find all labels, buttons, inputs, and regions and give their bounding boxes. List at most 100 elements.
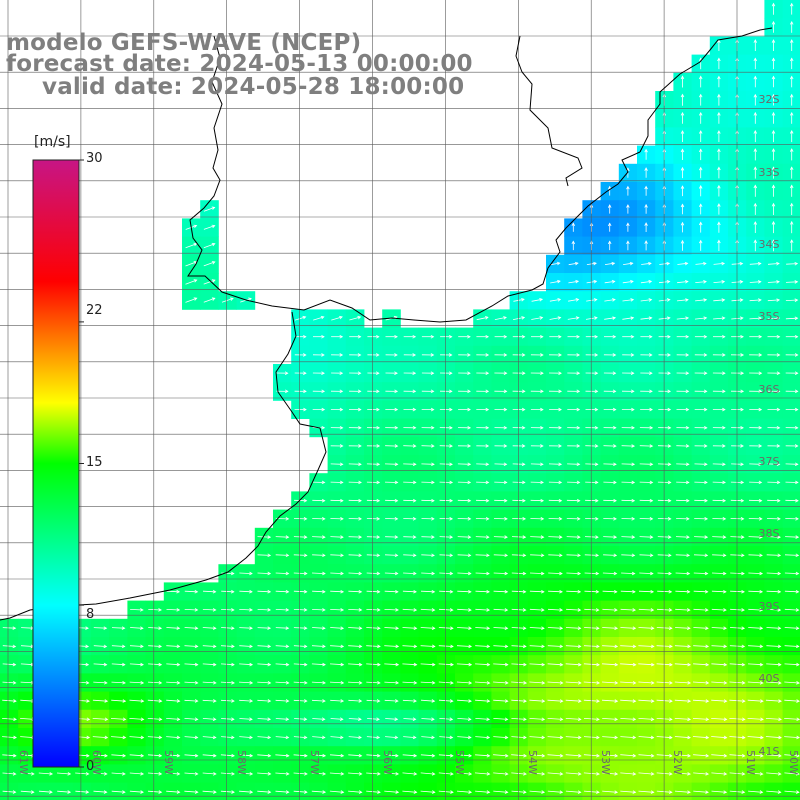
wind-arrow (622, 353, 635, 357)
wind-arrow (493, 717, 509, 721)
wind-arrow (384, 790, 400, 794)
wind-arrow (402, 699, 417, 703)
wind-arrow (766, 772, 782, 776)
wind-arrow (203, 297, 216, 303)
wind-arrow (294, 498, 308, 503)
wind-arrow (548, 571, 563, 576)
latitude-label: 33S (759, 166, 780, 179)
wind-arrow (166, 589, 181, 594)
wind-arrow (712, 517, 727, 521)
wind-arrow (2, 735, 17, 740)
wind-arrow (698, 111, 703, 124)
wind-arrow (366, 425, 381, 430)
wind-arrow (420, 589, 436, 594)
wind-cell (91, 782, 110, 800)
wind-arrow (403, 389, 417, 394)
wind-arrow (693, 626, 709, 630)
wind-cell (527, 782, 547, 800)
wind-arrow (753, 184, 758, 197)
wind-arrow (604, 298, 616, 302)
wind-arrow (385, 407, 399, 412)
wind-arrow (366, 589, 381, 594)
wind-arrow (771, 111, 776, 124)
wind-arrow (494, 353, 508, 357)
wind-arrow (674, 772, 691, 776)
wind-arrow (785, 462, 799, 466)
wind-arrow (457, 535, 472, 539)
wind-arrow (748, 608, 764, 612)
wind-arrow (694, 334, 708, 339)
wind-arrow (385, 425, 399, 430)
wind-arrow (458, 334, 471, 339)
wind-arrow (512, 480, 526, 485)
wind-arrow (421, 462, 435, 466)
wind-arrow (675, 608, 691, 612)
wind-arrow (20, 790, 35, 794)
wind-arrow (439, 517, 454, 521)
wind-arrow (348, 407, 362, 412)
wind-cell (473, 782, 492, 800)
wind-arrow (676, 389, 690, 394)
wind-arrow (766, 662, 782, 667)
wind-arrow (239, 699, 254, 703)
wind-arrow (93, 790, 108, 794)
wind-arrow (711, 717, 728, 722)
wind-arrow (402, 589, 417, 594)
wind-arrow (384, 626, 400, 630)
wind-arrow (693, 772, 710, 776)
wind-arrow (717, 93, 721, 106)
wind-arrow (421, 389, 435, 394)
wind-arrow (638, 790, 655, 794)
wind-arrow (439, 425, 453, 430)
wind-arrow (475, 662, 491, 667)
wind-arrow (2, 772, 17, 776)
wind-arrow (202, 753, 217, 758)
wind-arrow (771, 2, 776, 15)
wind-arrow (147, 680, 163, 685)
wind-arrow (698, 75, 703, 88)
wind-arrow (547, 662, 564, 667)
wind-arrow (311, 571, 326, 576)
wind-arrow (476, 444, 490, 448)
wind-arrow (349, 353, 362, 357)
wind-arrow (511, 626, 527, 630)
wind-arrow (456, 644, 473, 649)
wind-arrow (548, 553, 563, 558)
wind-arrow (92, 699, 109, 703)
wind-arrow (257, 589, 272, 594)
coastline-segment (0, 311, 327, 621)
wind-arrow (531, 298, 544, 302)
wind-arrow (384, 480, 399, 485)
wind-arrow (640, 371, 653, 375)
wind-arrow (275, 772, 290, 776)
wind-arrow (147, 717, 163, 721)
wind-arrow (549, 425, 562, 430)
wind-arrow (711, 571, 727, 576)
wind-arrow (130, 608, 144, 612)
wind-arrow (330, 699, 345, 703)
wind-arrow (767, 498, 781, 503)
wind-arrow (512, 444, 526, 448)
wind-arrow (639, 517, 654, 521)
wind-arrow (331, 371, 344, 375)
wind-arrow (456, 753, 473, 758)
wind-arrow (676, 425, 690, 430)
wind-arrow (420, 790, 436, 794)
wind-arrow (275, 535, 290, 539)
wind-arrow (693, 571, 709, 576)
wind-arrow (384, 772, 400, 776)
wind-arrow (366, 626, 381, 630)
wind-arrow (767, 261, 780, 266)
wind-arrow (784, 553, 800, 558)
coastline-segment (515, 35, 583, 187)
wind-arrow (567, 480, 581, 485)
wind-arrow (494, 371, 508, 375)
wind-arrow (676, 334, 690, 339)
wind-arrow (275, 571, 290, 576)
wind-arrow (366, 680, 381, 685)
wind-cell (764, 782, 783, 800)
wind-arrow (239, 753, 254, 758)
wind-arrow (529, 662, 546, 667)
wind-arrow (203, 261, 216, 267)
wind-arrow (675, 589, 691, 594)
